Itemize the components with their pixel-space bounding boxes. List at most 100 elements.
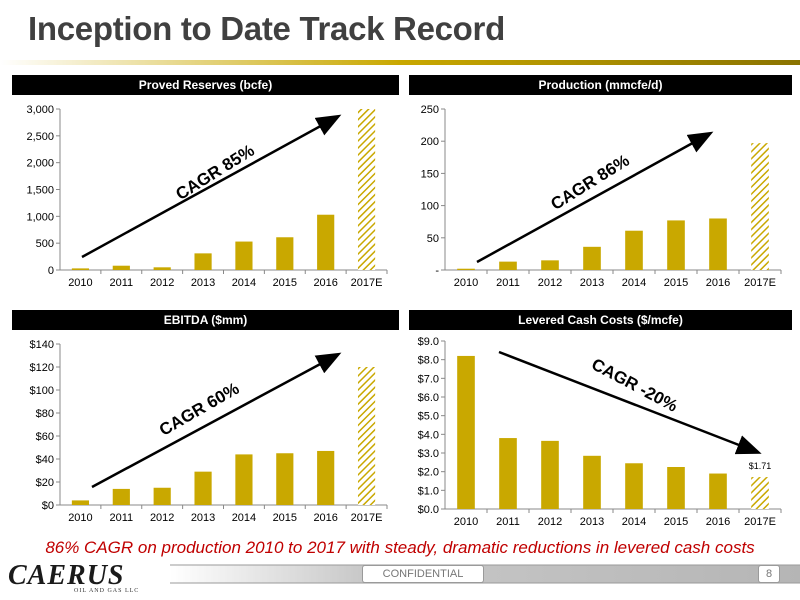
- cagr-annotation: CAGR -20%: [588, 355, 680, 416]
- bar: [457, 268, 475, 270]
- y-tick-label: 2,500: [26, 131, 54, 143]
- bar-estimate: [357, 367, 376, 505]
- proved-reserves-chart: 0 500 1,000 1,500 2,000 2,500 3,000 2010 2011 201…: [26, 104, 388, 289]
- cagr-annotation: CAGR 85%: [172, 141, 257, 204]
- y-tick-label: $5.0: [418, 411, 439, 423]
- data-label: $1.71: [749, 461, 772, 471]
- y-tick-label: 50: [427, 233, 439, 245]
- bar: [499, 261, 517, 270]
- trend-arrow: [91, 352, 342, 489]
- y-tick-label: 100: [421, 201, 439, 213]
- y-tick-label: 500: [36, 238, 54, 250]
- x-tick-label: 2014: [232, 512, 256, 524]
- x-tick-label: 2014: [622, 277, 646, 289]
- bar: [583, 455, 601, 509]
- production-chart: - 50 100 150 200 250 2010 2011 2012 2013 2014 2015 2…: [421, 104, 782, 289]
- trend-arrow: [476, 131, 714, 264]
- bar: [112, 265, 130, 270]
- x-tick-label: 2012: [538, 516, 562, 528]
- bar: [317, 214, 335, 270]
- confidential-label: CONFIDENTIAL: [362, 565, 484, 583]
- y-tick-label: $6.0: [418, 392, 439, 404]
- bar: [667, 220, 685, 270]
- x-tick-label: 2015: [664, 516, 688, 528]
- caerus-logo-subtext: OIL AND GAS LLC: [74, 588, 140, 594]
- trend-arrow: [81, 114, 342, 259]
- y-tick-label: $100: [30, 385, 54, 397]
- y-tick-label: 2,000: [26, 158, 54, 170]
- y-tick-label: $1.0: [418, 485, 439, 497]
- bar: [276, 237, 294, 270]
- bar: [71, 268, 90, 270]
- x-tick-label: 2011: [496, 516, 520, 528]
- x-tick-label: 2017E: [351, 277, 383, 289]
- y-tick-label: $80: [36, 408, 54, 420]
- bar: [667, 467, 685, 509]
- panel-header-production: Production (mmcfe/d): [409, 75, 792, 95]
- title-rule: [0, 60, 800, 65]
- bar: [457, 355, 475, 509]
- x-tick-label: 2011: [496, 277, 520, 289]
- y-tick-label: $3.0: [418, 448, 439, 460]
- bar: [276, 453, 294, 505]
- caerus-logo: CAERUS: [8, 560, 125, 591]
- x-tick-label: 2017E: [744, 516, 776, 528]
- y-tick-label: $2.0: [418, 467, 439, 479]
- x-tick-label: 2017E: [351, 512, 383, 524]
- x-tick-label: 2015: [664, 277, 688, 289]
- x-tick-label: 2013: [580, 516, 604, 528]
- bar-estimate: [357, 109, 376, 270]
- bar: [541, 440, 559, 509]
- x-tick-label: 2012: [150, 277, 174, 289]
- y-tick-label: -: [435, 265, 439, 277]
- x-tick-label: 2013: [191, 277, 215, 289]
- page-title: Inception to Date Track Record: [28, 10, 505, 47]
- y-tick-label: $120: [30, 362, 54, 374]
- bar: [625, 230, 643, 270]
- y-tick-label: $20: [36, 477, 54, 489]
- x-tick-label: 2015: [273, 277, 297, 289]
- x-tick-label: 2017E: [744, 277, 776, 289]
- footer-bar: [170, 564, 800, 584]
- y-tick-label: $60: [36, 431, 54, 443]
- bar: [709, 218, 727, 270]
- footer-note: 86% CAGR on production 2010 to 2017 with…: [45, 538, 755, 557]
- bar: [235, 241, 253, 270]
- bar: [153, 267, 171, 270]
- bar: [235, 454, 253, 505]
- x-tick-label: 2010: [454, 277, 478, 289]
- y-tick-label: 3,000: [26, 104, 54, 116]
- x-tick-label: 2014: [232, 277, 256, 289]
- ebitda-chart: $0 $20 $40 $60 $80 $100 $120 $140 2010 2011 2012 20…: [30, 339, 388, 524]
- bar: [317, 450, 335, 505]
- x-tick-label: 2016: [706, 516, 730, 528]
- page-number: 8: [758, 565, 780, 583]
- y-tick-label: $4.0: [418, 429, 439, 441]
- x-tick-label: 2016: [706, 277, 730, 289]
- x-tick-label: 2013: [580, 277, 604, 289]
- y-tick-label: $140: [30, 339, 54, 351]
- x-tick-label: 2012: [150, 512, 174, 524]
- bar: [112, 488, 130, 505]
- y-tick-label: $7.0: [418, 373, 439, 385]
- x-tick-label: 2016: [313, 277, 337, 289]
- bar: [583, 246, 601, 270]
- panel-header-levered-cash-costs: Levered Cash Costs ($/mcfe): [409, 310, 792, 330]
- panel-header-proved-reserves: Proved Reserves (bcfe): [12, 75, 399, 95]
- bar: [194, 253, 212, 270]
- x-tick-label: 2011: [109, 512, 133, 524]
- x-tick-label: 2014: [622, 516, 646, 528]
- bar: [71, 500, 90, 505]
- bar-estimate: [751, 477, 769, 509]
- x-tick-label: 2010: [68, 512, 92, 524]
- y-tick-label: 200: [421, 136, 439, 148]
- x-tick-label: 2010: [454, 516, 478, 528]
- bar: [625, 463, 643, 509]
- y-tick-label: 1,000: [26, 211, 54, 223]
- y-tick-label: 1,500: [26, 185, 54, 197]
- y-tick-label: 150: [421, 168, 439, 180]
- x-tick-label: 2015: [273, 512, 297, 524]
- panel-header-ebitda: EBITDA ($mm): [12, 310, 399, 330]
- x-tick-label: 2012: [538, 277, 562, 289]
- trend-arrow: [498, 350, 762, 455]
